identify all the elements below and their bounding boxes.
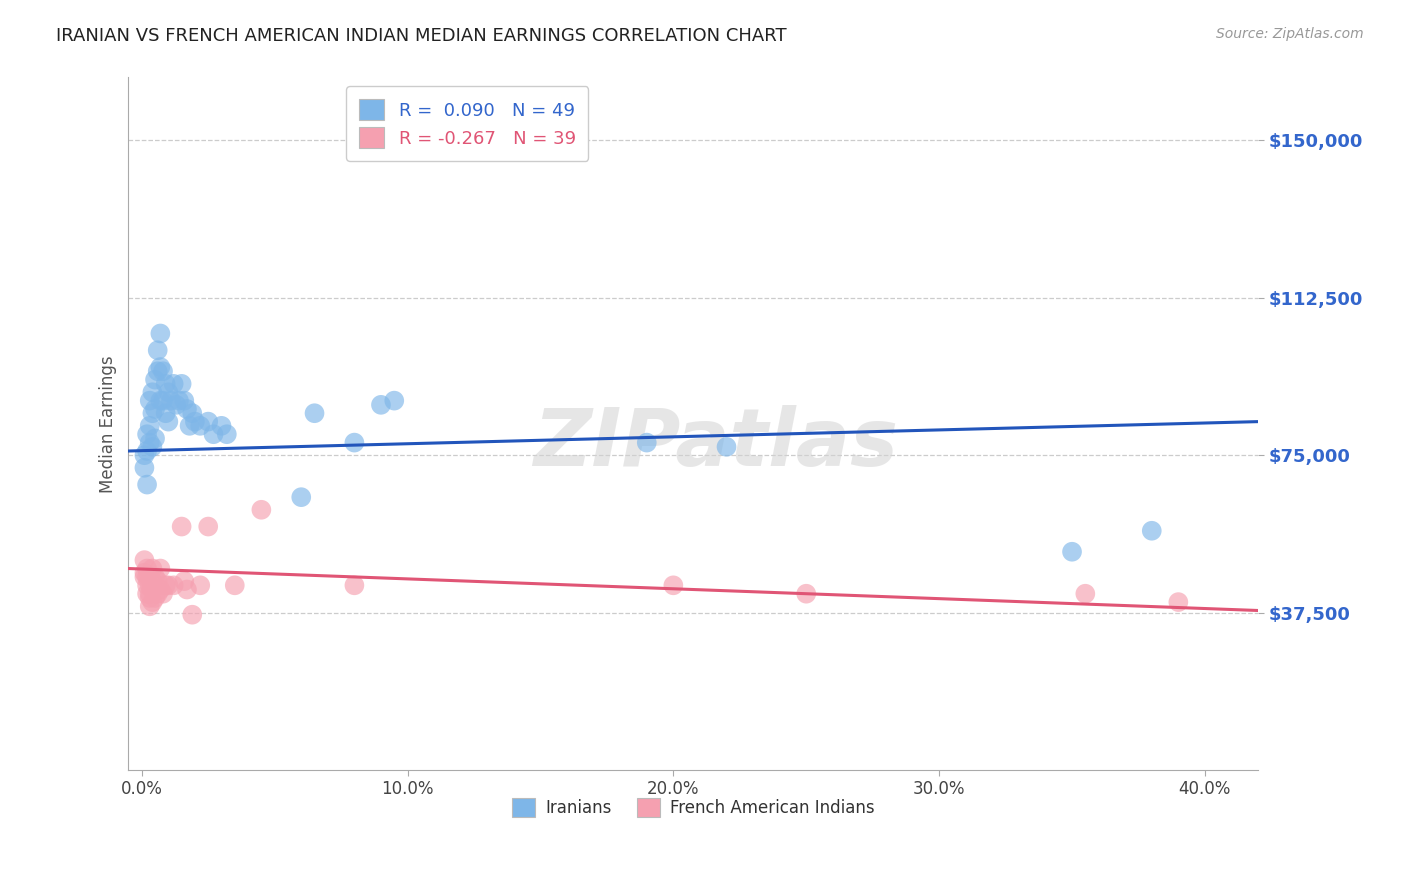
Y-axis label: Median Earnings: Median Earnings xyxy=(100,355,117,492)
Point xyxy=(141,406,163,420)
Point xyxy=(188,578,211,592)
Point xyxy=(146,364,169,378)
Point xyxy=(160,393,183,408)
Point xyxy=(794,587,817,601)
Point xyxy=(157,415,180,429)
Point xyxy=(382,393,405,408)
Point xyxy=(181,406,204,420)
Point xyxy=(290,490,312,504)
Point xyxy=(141,574,163,588)
Point xyxy=(143,373,166,387)
Point xyxy=(141,440,163,454)
Legend: Iranians, French American Indians: Iranians, French American Indians xyxy=(505,791,882,824)
Point xyxy=(304,406,326,420)
Point xyxy=(165,398,187,412)
Point xyxy=(138,578,160,592)
Point xyxy=(136,570,159,584)
Point xyxy=(1140,524,1163,538)
Point xyxy=(155,376,177,391)
Point xyxy=(136,587,159,601)
Point xyxy=(143,591,166,605)
Point xyxy=(157,385,180,400)
Point xyxy=(143,402,166,417)
Point xyxy=(188,418,211,433)
Point xyxy=(224,578,246,592)
Point xyxy=(181,607,204,622)
Point xyxy=(1060,545,1083,559)
Point xyxy=(170,519,193,533)
Point xyxy=(134,460,156,475)
Point xyxy=(134,566,156,580)
Point xyxy=(370,398,392,412)
Point xyxy=(176,582,198,597)
Point xyxy=(716,440,738,454)
Point xyxy=(157,578,180,592)
Point xyxy=(149,326,172,341)
Point xyxy=(136,561,159,575)
Point xyxy=(138,418,160,433)
Point xyxy=(197,519,219,533)
Point xyxy=(138,570,160,584)
Point xyxy=(343,578,366,592)
Point xyxy=(149,582,172,597)
Point xyxy=(155,578,177,592)
Point xyxy=(146,587,169,601)
Text: IRANIAN VS FRENCH AMERICAN INDIAN MEDIAN EARNINGS CORRELATION CHART: IRANIAN VS FRENCH AMERICAN INDIAN MEDIAN… xyxy=(56,27,787,45)
Point xyxy=(146,343,169,358)
Point xyxy=(138,599,160,614)
Point xyxy=(146,574,169,588)
Point xyxy=(215,427,238,442)
Point xyxy=(343,435,366,450)
Point xyxy=(211,418,233,433)
Point xyxy=(141,385,163,400)
Point xyxy=(138,591,160,605)
Point xyxy=(173,393,195,408)
Point xyxy=(1074,587,1097,601)
Point xyxy=(149,359,172,374)
Point xyxy=(138,393,160,408)
Point xyxy=(155,406,177,420)
Point xyxy=(167,393,190,408)
Point xyxy=(152,364,174,378)
Point xyxy=(149,393,172,408)
Text: Source: ZipAtlas.com: Source: ZipAtlas.com xyxy=(1216,27,1364,41)
Point xyxy=(143,570,166,584)
Point xyxy=(152,393,174,408)
Point xyxy=(141,561,163,575)
Point xyxy=(1167,595,1189,609)
Point xyxy=(163,376,186,391)
Point xyxy=(152,587,174,601)
Point xyxy=(138,435,160,450)
Point xyxy=(143,431,166,445)
Point xyxy=(136,444,159,458)
Point xyxy=(202,427,225,442)
Point xyxy=(134,448,156,462)
Point xyxy=(173,574,195,588)
Point xyxy=(250,502,273,516)
Point xyxy=(197,415,219,429)
Point xyxy=(176,402,198,417)
Point xyxy=(136,477,159,491)
Point xyxy=(662,578,685,592)
Point xyxy=(136,427,159,442)
Point xyxy=(136,578,159,592)
Point xyxy=(134,570,156,584)
Point xyxy=(134,553,156,567)
Point xyxy=(138,587,160,601)
Point xyxy=(141,582,163,597)
Point xyxy=(149,561,172,575)
Point xyxy=(163,578,186,592)
Point xyxy=(141,595,163,609)
Point xyxy=(179,418,201,433)
Point xyxy=(170,376,193,391)
Point xyxy=(636,435,658,450)
Text: ZIPatlas: ZIPatlas xyxy=(533,406,898,483)
Point xyxy=(184,415,207,429)
